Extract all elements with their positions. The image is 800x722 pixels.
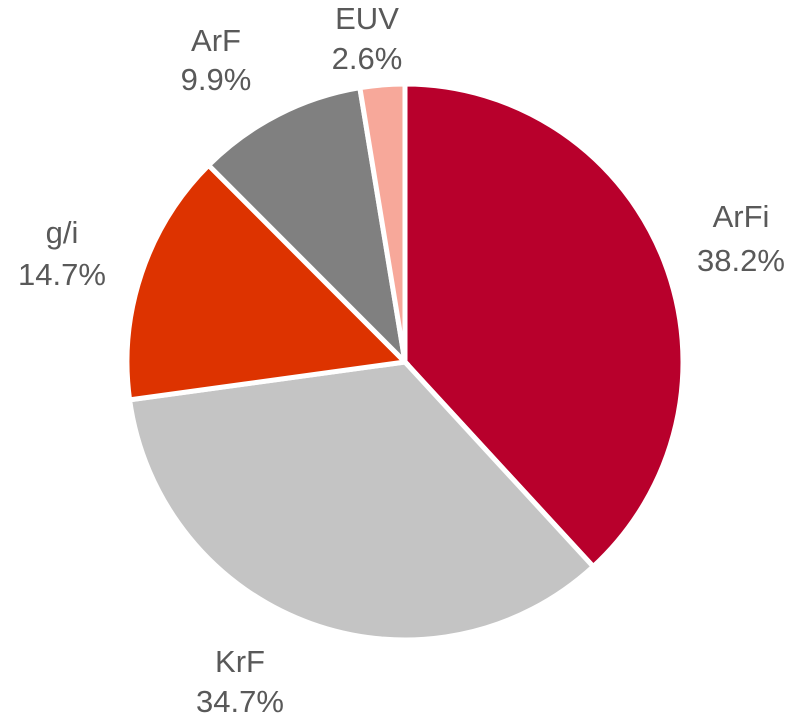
slice-label-euv-value: 2.6%	[332, 41, 403, 76]
slice-label-arf-value: 9.9%	[181, 62, 252, 97]
slice-label-arf: ArF 9.9%	[181, 23, 252, 97]
pie-slice-euv	[356, 81, 408, 363]
slice-label-arfi-name: ArFi	[713, 199, 770, 234]
pie-labels: ArFi 38.2% KrF 34.7% g/i 14.7% ArF 9.9% …	[18, 1, 785, 719]
slice-label-krf-value: 34.7%	[196, 684, 284, 719]
slice-label-krf: KrF 34.7%	[196, 644, 284, 719]
pie-slice-arfi	[402, 81, 686, 571]
slice-label-euv-name: EUV	[335, 1, 399, 36]
pie-slice-krf	[126, 359, 597, 643]
pie-slices	[124, 81, 686, 643]
pie-slice-arf	[205, 84, 409, 370]
slice-label-arfi: ArFi 38.2%	[697, 199, 785, 278]
slice-label-euv: EUV 2.6%	[332, 1, 403, 76]
slice-label-arf-name: ArF	[191, 23, 241, 58]
slice-label-gi-name: g/i	[46, 215, 79, 250]
slice-label-gi-value: 14.7%	[18, 257, 106, 292]
slice-label-krf-name: KrF	[215, 644, 265, 679]
slice-label-arfi-value: 38.2%	[697, 243, 785, 278]
pie-slice-g-i	[124, 161, 411, 403]
slice-label-gi: g/i 14.7%	[18, 215, 106, 292]
